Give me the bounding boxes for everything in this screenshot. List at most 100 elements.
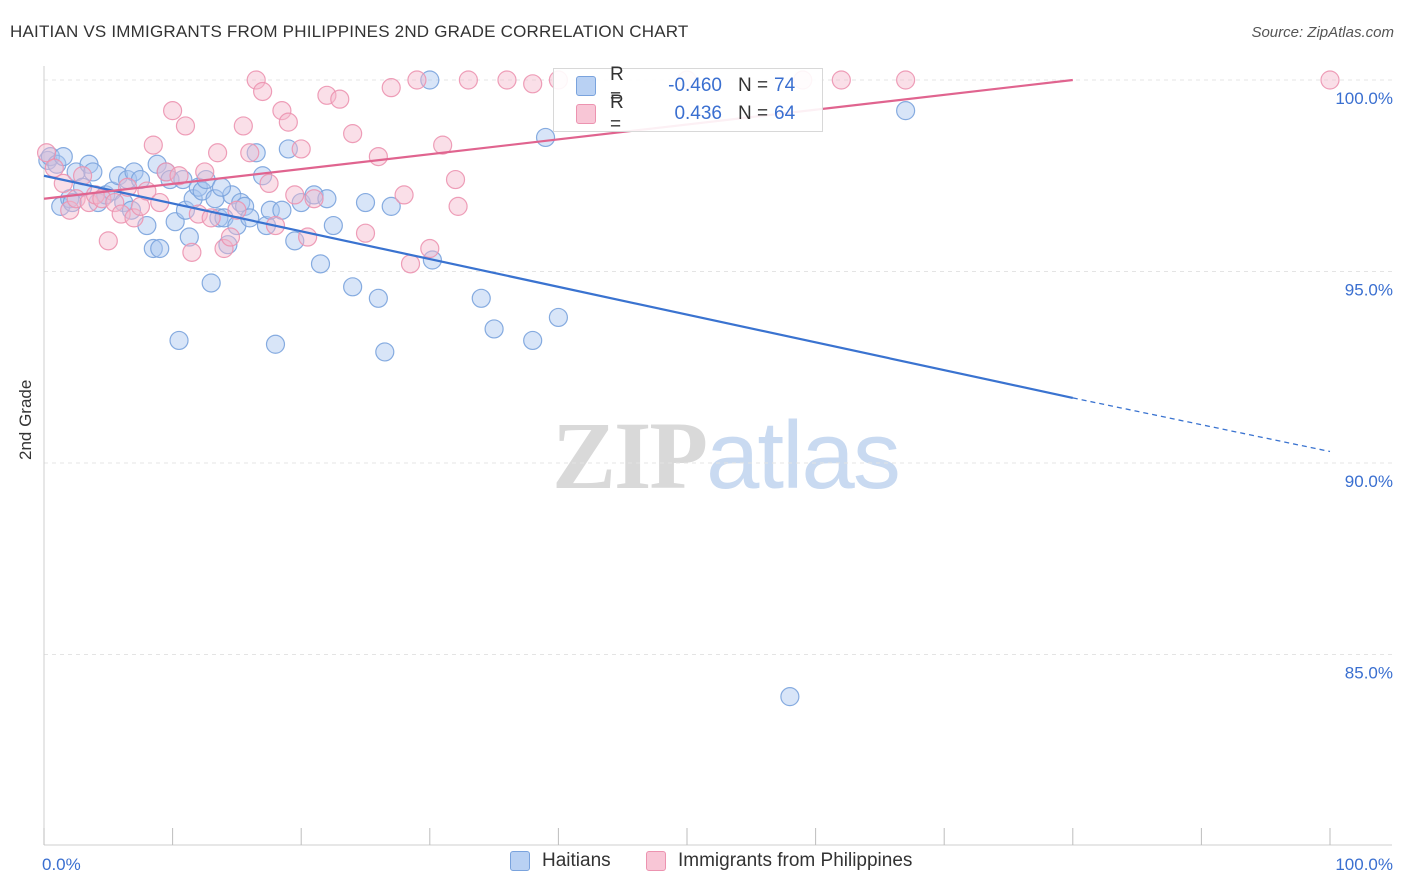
philippines-point bbox=[143, 135, 163, 155]
philippines-point bbox=[111, 204, 131, 224]
y-tick-label: 90.0% bbox=[1345, 472, 1393, 491]
haitian-point bbox=[169, 330, 189, 351]
philippines-point bbox=[394, 185, 414, 205]
philippines-point bbox=[523, 74, 543, 94]
philippines-point bbox=[445, 169, 466, 190]
haitian-point bbox=[484, 319, 504, 339]
series-legend-haitians[interactable]: Haitians bbox=[510, 850, 611, 872]
haitian-point bbox=[201, 273, 221, 293]
series-swatch-haitians bbox=[510, 851, 530, 871]
philippines-point bbox=[246, 70, 266, 90]
philippines-point bbox=[831, 70, 851, 90]
philippines-trend-line bbox=[43, 78, 1073, 200]
legend-r-label: R = bbox=[610, 64, 624, 107]
haitian-point bbox=[323, 215, 343, 236]
philippines-point bbox=[227, 200, 247, 220]
haitian-point bbox=[375, 342, 395, 362]
watermark-zip: ZIP bbox=[552, 402, 708, 509]
haitian-point bbox=[285, 231, 305, 251]
philippines-point bbox=[240, 143, 260, 163]
legend-n-value-haitians: 74 bbox=[774, 75, 796, 96]
haitian-point bbox=[523, 330, 543, 351]
series-swatch-philippines bbox=[646, 851, 666, 871]
haitian-point bbox=[143, 238, 163, 259]
philippines-point bbox=[214, 238, 234, 259]
philippines-point bbox=[420, 238, 440, 259]
haitian-point bbox=[62, 192, 82, 213]
philippines-point bbox=[304, 189, 324, 209]
series-legend-philippines[interactable]: Immigrants from Philippines bbox=[646, 850, 912, 872]
y-tick-label: 95.0% bbox=[1345, 281, 1393, 300]
legend-swatch-philippines bbox=[576, 104, 596, 124]
haitian-point bbox=[179, 227, 199, 247]
philippines-point bbox=[36, 143, 57, 163]
philippines-point bbox=[124, 208, 144, 228]
philippines-point bbox=[259, 173, 279, 194]
legend-swatch-haitians bbox=[576, 76, 596, 96]
philippines-point bbox=[343, 124, 363, 144]
haitian-point bbox=[150, 238, 170, 259]
philippines-point bbox=[92, 189, 112, 209]
series-label-philippines: Immigrants from Philippines bbox=[678, 850, 913, 871]
watermark: ZIPatlas bbox=[552, 400, 901, 511]
haitians-trend-extension bbox=[1072, 397, 1331, 453]
haitian-point bbox=[83, 162, 103, 182]
series-legend: Haitians Immigrants from Philippines bbox=[0, 850, 1406, 878]
series-label-haitians: Haitians bbox=[542, 850, 611, 871]
philippines-point bbox=[272, 101, 292, 121]
haitian-point bbox=[381, 196, 401, 216]
grid-lines bbox=[44, 79, 1392, 655]
haitian-point bbox=[218, 235, 238, 255]
philippines-point bbox=[896, 70, 916, 90]
haitian-point bbox=[355, 192, 376, 213]
philippines-point bbox=[278, 112, 298, 132]
philippines-point bbox=[220, 227, 241, 247]
legend-n-label: N = bbox=[738, 103, 769, 124]
haitian-point bbox=[211, 177, 232, 197]
haitian-point bbox=[260, 200, 280, 220]
haitian-point bbox=[548, 307, 569, 328]
legend-r-value-philippines: 0.436 bbox=[674, 103, 722, 124]
legend-n-value-philippines: 64 bbox=[774, 103, 796, 124]
tick-labels: 100.0% 95.0% 90.0% 85.0% 0.0% 100.0% bbox=[42, 89, 1393, 874]
philippines-point bbox=[285, 185, 305, 205]
philippines-point bbox=[291, 139, 311, 159]
haitian-point bbox=[246, 143, 266, 163]
philippines-point bbox=[253, 81, 273, 102]
philippines-point bbox=[195, 162, 215, 182]
haitian-point bbox=[265, 334, 286, 354]
legend-n-label: N = bbox=[738, 75, 769, 96]
philippines-point bbox=[233, 116, 253, 136]
source-label: Source: ZipAtlas.com bbox=[1251, 24, 1394, 41]
philippines-point bbox=[208, 143, 228, 163]
haitian-point bbox=[343, 277, 363, 297]
x-tick-label: 100.0% bbox=[1335, 855, 1393, 874]
trend-lines bbox=[43, 78, 1331, 453]
philippines-point bbox=[156, 162, 176, 182]
legend-r-value-haitians: -0.460 bbox=[668, 75, 722, 96]
philippines-point bbox=[60, 200, 80, 220]
haitian-point bbox=[253, 166, 273, 186]
y-tick-label: 100.0% bbox=[1335, 89, 1393, 108]
philippines-point bbox=[98, 231, 118, 251]
philippines-point bbox=[497, 70, 517, 90]
x-tick-label: 0.0% bbox=[42, 855, 81, 874]
philippines-point bbox=[433, 135, 453, 155]
haitian-point bbox=[368, 288, 388, 308]
axes bbox=[43, 66, 1392, 846]
watermark-atlas: atlas bbox=[706, 402, 901, 509]
correlation-legend: R = -0.460 N = 74 R = 0.436 N = 64 bbox=[553, 64, 823, 135]
philippines-points bbox=[36, 70, 1340, 274]
philippines-point bbox=[458, 70, 478, 90]
haitians-trend-line bbox=[43, 174, 1074, 399]
philippines-point bbox=[448, 196, 468, 216]
philippines-point bbox=[381, 78, 401, 98]
philippines-point bbox=[105, 192, 125, 213]
philippines-point bbox=[53, 173, 73, 194]
philippines-point bbox=[169, 166, 189, 186]
haitian-point bbox=[310, 254, 331, 274]
philippines-point bbox=[407, 70, 427, 90]
philippines-point bbox=[317, 85, 337, 105]
haitian-point bbox=[535, 127, 556, 148]
